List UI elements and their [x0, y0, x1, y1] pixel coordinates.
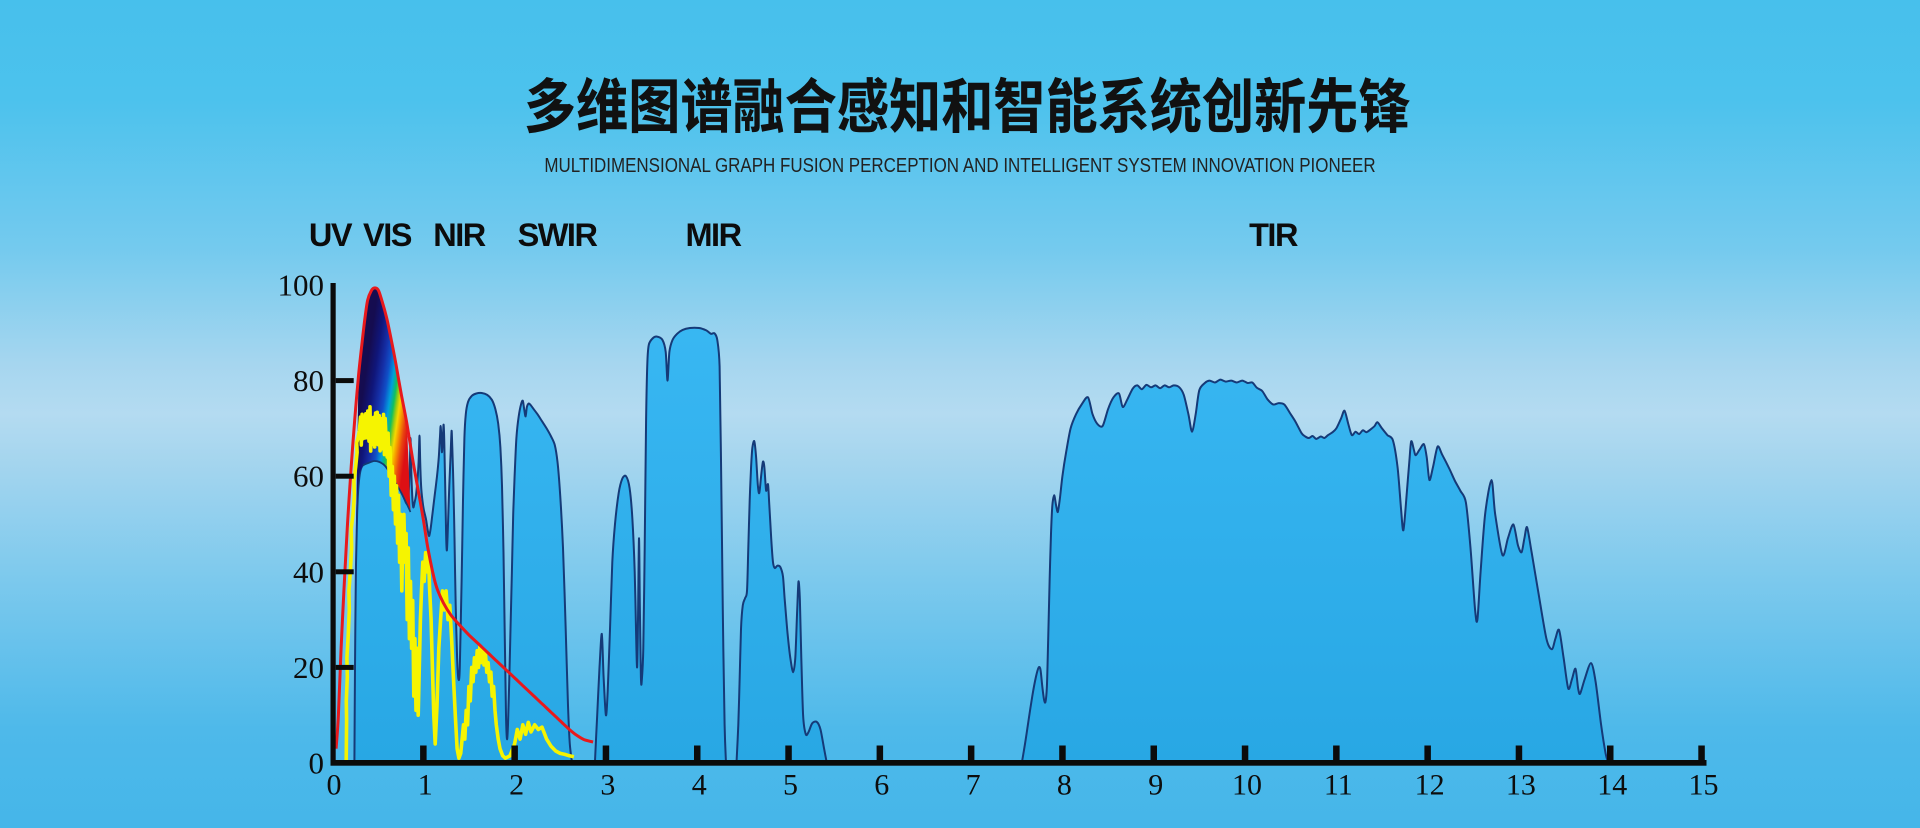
- svg-text:0: 0: [309, 746, 325, 781]
- svg-text:10: 10: [1232, 769, 1262, 802]
- svg-text:11: 11: [1324, 769, 1353, 802]
- svg-text:13: 13: [1506, 769, 1536, 802]
- svg-text:40: 40: [293, 554, 324, 589]
- svg-text:14: 14: [1597, 769, 1627, 802]
- svg-text:12: 12: [1415, 769, 1445, 802]
- svg-text:0: 0: [327, 769, 342, 802]
- svg-text:100: 100: [278, 268, 325, 303]
- svg-text:60: 60: [293, 459, 324, 494]
- svg-text:3: 3: [600, 769, 615, 802]
- svg-text:15: 15: [1689, 769, 1719, 802]
- svg-text:4: 4: [692, 769, 707, 802]
- svg-text:8: 8: [1057, 769, 1072, 802]
- svg-text:1: 1: [418, 769, 433, 802]
- svg-text:20: 20: [293, 650, 324, 685]
- svg-text:6: 6: [874, 769, 889, 802]
- svg-text:9: 9: [1148, 769, 1163, 802]
- svg-text:7: 7: [966, 769, 981, 802]
- svg-text:80: 80: [293, 363, 324, 398]
- svg-text:5: 5: [783, 769, 798, 802]
- svg-text:2: 2: [509, 769, 524, 802]
